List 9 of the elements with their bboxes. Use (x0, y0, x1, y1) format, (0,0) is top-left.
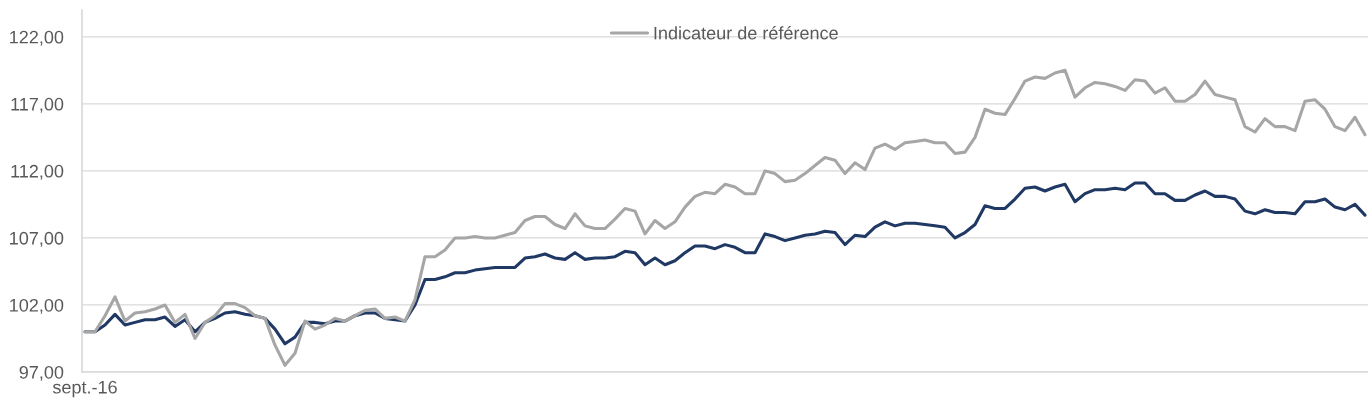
line-series (83, 68, 1367, 367)
y-tick-label: 117,00 (11, 97, 64, 113)
legend-label: Indicateur de référence (654, 26, 838, 40)
y-tick-label: 97,00 (19, 365, 64, 381)
y-tick-label: 102,00 (10, 298, 64, 314)
y-tick-label: 112,00 (11, 164, 64, 180)
x-tick-label: sept.-16 (52, 380, 117, 398)
y-tick-label: 107,00 (10, 231, 64, 247)
y-tick-label: 122,00 (10, 30, 64, 46)
